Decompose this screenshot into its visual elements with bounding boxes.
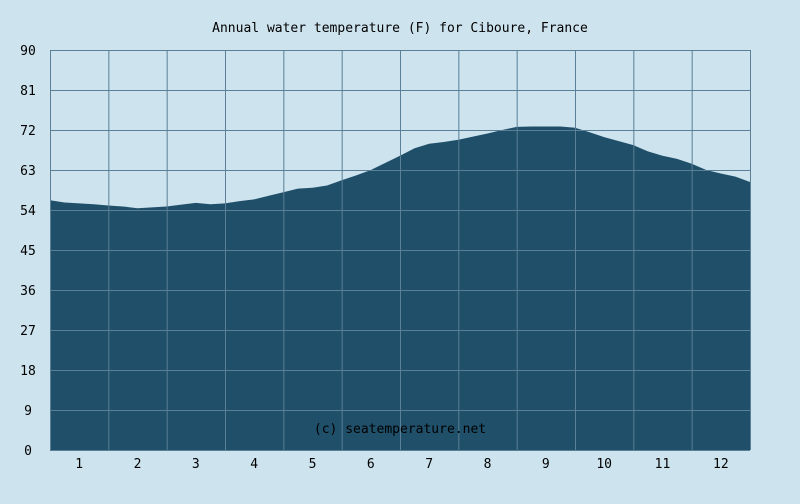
y-tick-label: 54 — [20, 204, 36, 219]
x-tick-label: 9 — [542, 457, 550, 472]
x-tick-label: 11 — [655, 457, 671, 472]
x-tick-label: 1 — [75, 457, 83, 472]
x-tick-label: 10 — [596, 457, 612, 472]
x-axis-ticks: 1 2 3 4 5 6 7 8 9 10 11 12 — [75, 457, 728, 472]
x-tick-label: 8 — [484, 457, 492, 472]
y-tick-label: 27 — [20, 324, 36, 339]
y-tick-label: 45 — [20, 244, 36, 259]
chart-title: Annual water temperature (F) for Ciboure… — [212, 21, 588, 36]
x-tick-label: 4 — [250, 457, 258, 472]
x-tick-label: 3 — [192, 457, 200, 472]
y-tick-label: 90 — [20, 44, 36, 59]
x-tick-label: 7 — [425, 457, 433, 472]
x-tick-label: 2 — [134, 457, 142, 472]
y-axis-ticks: 0 9 18 27 36 45 54 63 72 81 90 — [20, 44, 36, 459]
y-tick-label: 72 — [20, 124, 36, 139]
x-tick-label: 6 — [367, 457, 375, 472]
y-tick-label: 36 — [20, 284, 36, 299]
x-tick-label: 5 — [309, 457, 317, 472]
y-tick-label: 9 — [24, 404, 32, 419]
grid-layer — [50, 50, 751, 451]
y-tick-label: 0 — [24, 444, 32, 459]
x-tick-label: 12 — [713, 457, 729, 472]
y-tick-label: 18 — [20, 364, 36, 379]
y-tick-label: 81 — [20, 84, 36, 99]
y-tick-label: 63 — [20, 164, 36, 179]
watermark-text: (c) seatemperature.net — [314, 422, 486, 437]
